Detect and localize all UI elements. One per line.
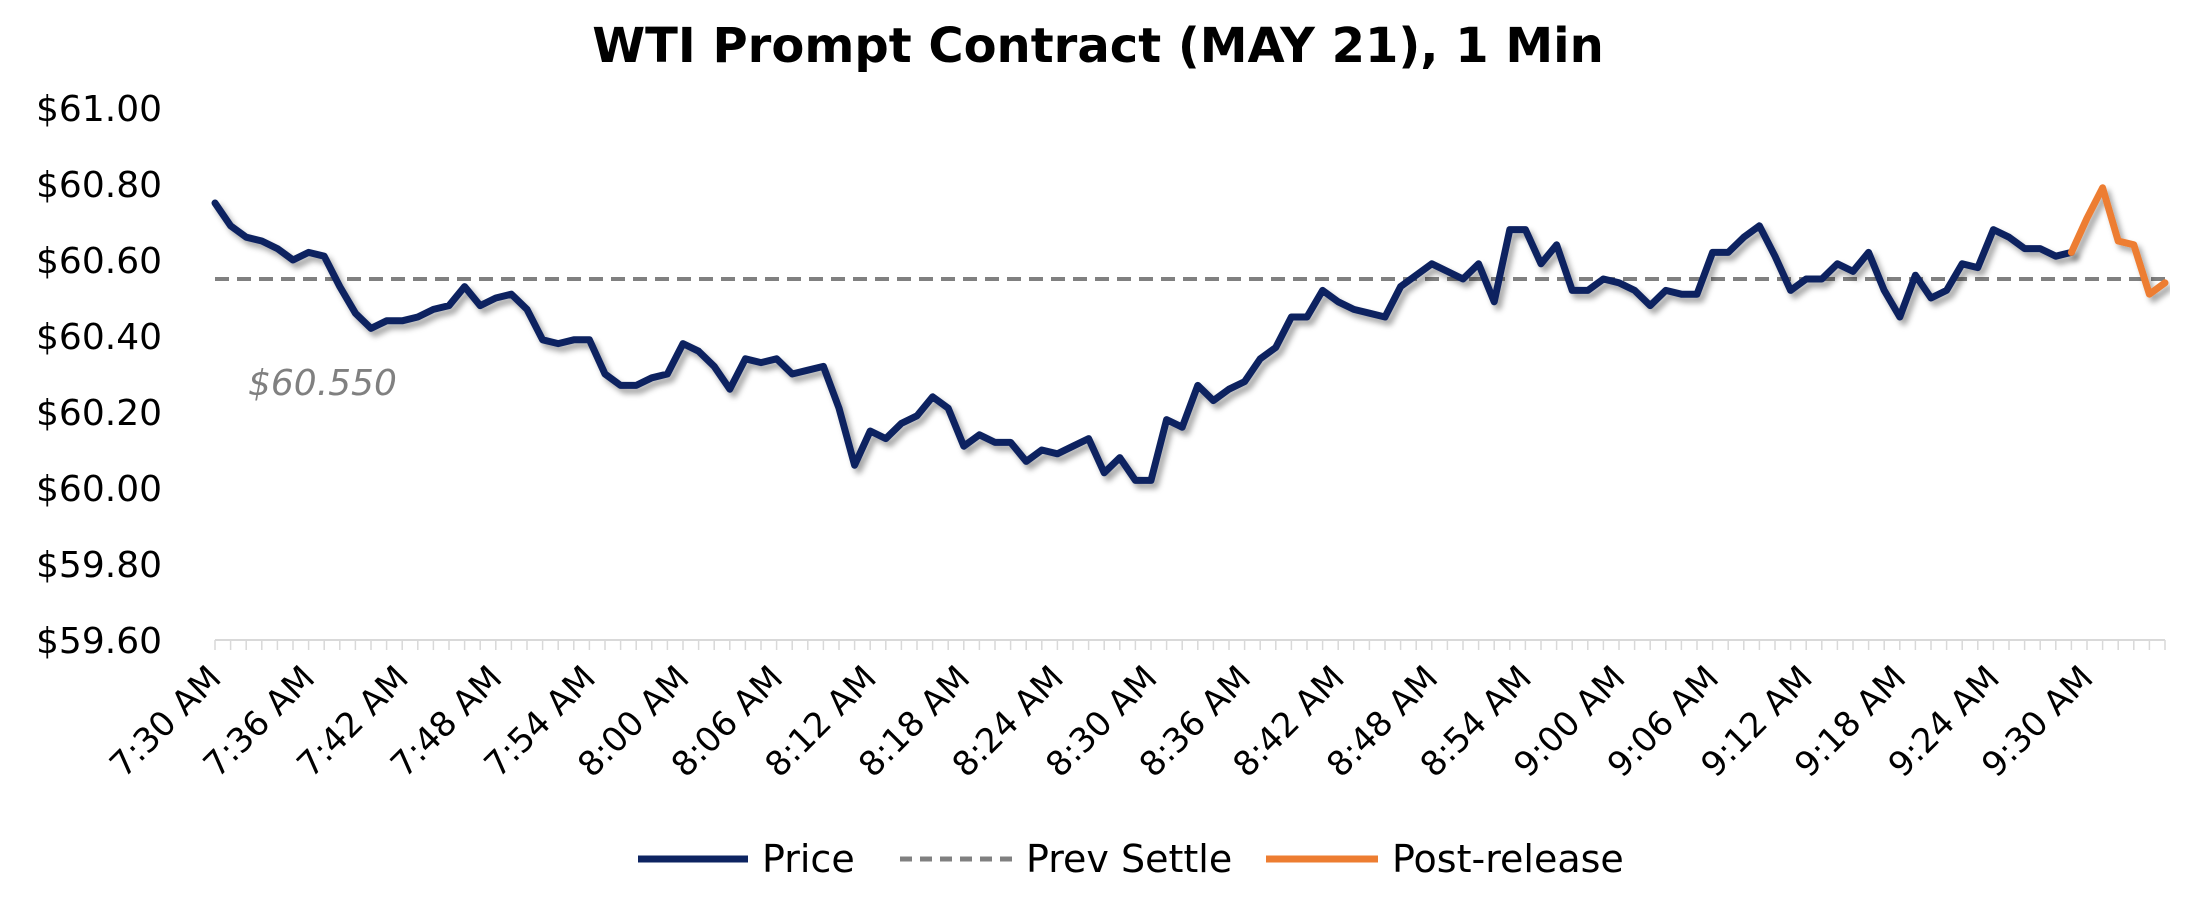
legend-post-release-label: Post-release xyxy=(1392,837,1624,881)
y-tick-label: $60.40 xyxy=(36,317,162,358)
price-series-line xyxy=(211,199,2075,484)
y-tick-label: $60.80 xyxy=(36,165,162,206)
prev-settle-label: $60.550 xyxy=(248,363,397,404)
y-tick-label: $59.60 xyxy=(36,621,162,662)
post-release-series-line xyxy=(2067,184,2169,298)
y-tick-label: $60.20 xyxy=(36,393,162,434)
plot-area: $60.550 xyxy=(211,184,2169,484)
x-axis: 7:30 AM7:36 AM7:42 AM7:48 AM7:54 AM8:00 … xyxy=(102,639,2166,785)
y-tick-label: $59.80 xyxy=(36,545,162,586)
chart-title: WTI Prompt Contract (MAY 21), 1 Min xyxy=(592,18,1604,74)
legend-prev-settle-label: Prev Settle xyxy=(1026,837,1232,881)
y-tick-label: $60.60 xyxy=(36,241,162,282)
y-axis: $59.60 $59.80 $60.00 $60.20 $60.40 $60.60 $60.… xyxy=(36,89,162,662)
y-tick-label: $61.00 xyxy=(36,89,162,130)
legend: Price Prev Settle Post-release xyxy=(638,837,1624,881)
y-tick-label: $60.00 xyxy=(36,469,162,510)
legend-price-label: Price xyxy=(762,837,855,881)
